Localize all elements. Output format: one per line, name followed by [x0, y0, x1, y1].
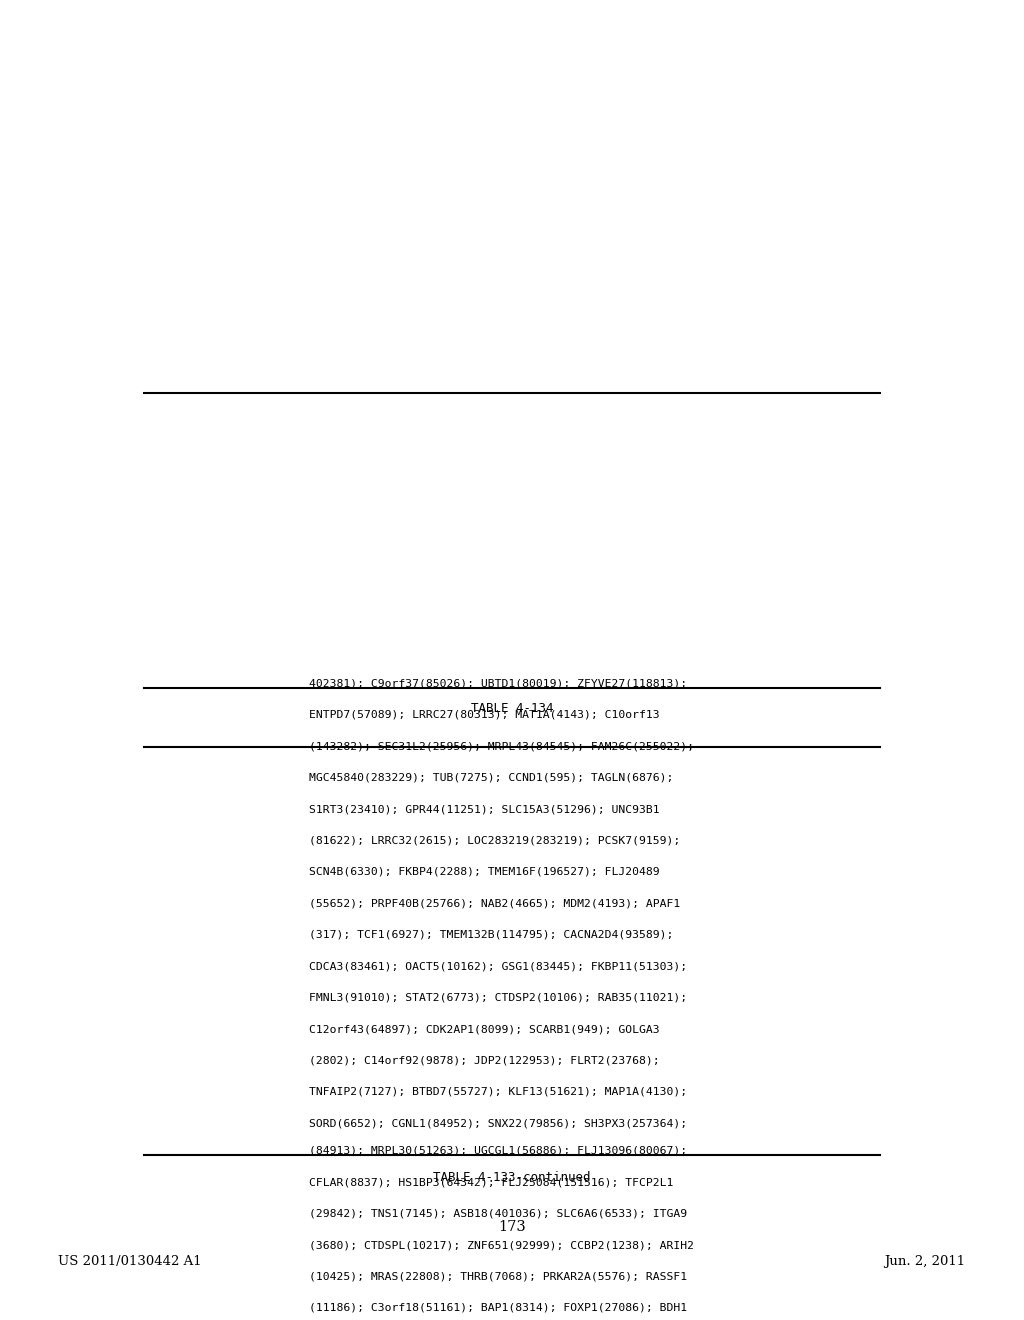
Text: (10425); MRAS(22808); THRB(7068); PRKAR2A(5576); RASSF1: (10425); MRAS(22808); THRB(7068); PRKAR2… — [309, 1271, 687, 1282]
Text: TABLE 4-134: TABLE 4-134 — [471, 702, 553, 715]
Text: SORD(6652); CGNL1(84952); SNX22(79856); SH3PX3(257364);: SORD(6652); CGNL1(84952); SNX22(79856); … — [309, 1118, 687, 1129]
Text: 402381); C9orf37(85026); UBTD1(80019); ZFYVE27(118813);: 402381); C9orf37(85026); UBTD1(80019); Z… — [309, 678, 687, 689]
Text: (55652); PRPF40B(25766); NAB2(4665); MDM2(4193); APAF1: (55652); PRPF40B(25766); NAB2(4665); MDM… — [309, 899, 681, 908]
Text: S1RT3(23410); GPR44(11251); SLC15A3(51296); UNC93B1: S1RT3(23410); GPR44(11251); SLC15A3(5129… — [309, 804, 659, 814]
Text: (143282); SEC31L2(25956); MRPL43(84545); FAM26C(255022);: (143282); SEC31L2(25956); MRPL43(84545);… — [309, 742, 694, 751]
Text: TABLE 4-133-continued: TABLE 4-133-continued — [433, 1171, 591, 1184]
Text: (29842); TNS1(7145); ASB18(401036); SLC6A6(6533); ITGA9: (29842); TNS1(7145); ASB18(401036); SLC6… — [309, 1209, 687, 1218]
Text: (2802); C14orf92(9878); JDP2(122953); FLRT2(23768);: (2802); C14orf92(9878); JDP2(122953); FL… — [309, 1056, 659, 1065]
Text: (84913); MRPL30(51263); UGCGL1(56886); FLJ13096(80067);: (84913); MRPL30(51263); UGCGL1(56886); F… — [309, 1146, 687, 1156]
Text: 173: 173 — [498, 1220, 526, 1234]
Text: (317); TCF1(6927); TMEM132B(114795); CACNA2D4(93589);: (317); TCF1(6927); TMEM132B(114795); CAC… — [309, 929, 674, 940]
Text: CFLAR(8837); HS1BP3(64342); FLJ25084(151516); TFCP2L1: CFLAR(8837); HS1BP3(64342); FLJ25084(151… — [309, 1177, 674, 1187]
Text: Jun. 2, 2011: Jun. 2, 2011 — [885, 1255, 966, 1269]
Text: MGC45840(283229); TUB(7275); CCND1(595); TAGLN(6876);: MGC45840(283229); TUB(7275); CCND1(595);… — [309, 772, 674, 783]
Text: C12orf43(64897); CDK2AP1(8099); SCARB1(949); GOLGA3: C12orf43(64897); CDK2AP1(8099); SCARB1(9… — [309, 1024, 659, 1034]
Text: FMNL3(91010); STAT2(6773); CTDSP2(10106); RAB35(11021);: FMNL3(91010); STAT2(6773); CTDSP2(10106)… — [309, 993, 687, 1003]
Text: ENTPD7(57089); LRRC27(80313); MAT1A(4143); C10orf13: ENTPD7(57089); LRRC27(80313); MAT1A(4143… — [309, 710, 659, 719]
Text: (11186); C3orf18(51161); BAP1(8314); FOXP1(27086); BDH1: (11186); C3orf18(51161); BAP1(8314); FOX… — [309, 1303, 687, 1313]
Text: (81622); LRRC32(2615); LOC283219(283219); PCSK7(9159);: (81622); LRRC32(2615); LOC283219(283219)… — [309, 836, 681, 846]
Text: (3680); CTDSPL(10217); ZNF651(92999); CCBP2(1238); ARIH2: (3680); CTDSPL(10217); ZNF651(92999); CC… — [309, 1239, 694, 1250]
Text: TNFAIP2(7127); BTBD7(55727); KLF13(51621); MAP1A(4130);: TNFAIP2(7127); BTBD7(55727); KLF13(51621… — [309, 1086, 687, 1097]
Text: SCN4B(6330); FKBP4(2288); TMEM16F(196527); FLJ20489: SCN4B(6330); FKBP4(2288); TMEM16F(196527… — [309, 867, 659, 876]
Text: CDCA3(83461); OACT5(10162); GSG1(83445); FKBP11(51303);: CDCA3(83461); OACT5(10162); GSG1(83445);… — [309, 961, 687, 972]
Text: US 2011/0130442 A1: US 2011/0130442 A1 — [58, 1255, 202, 1269]
